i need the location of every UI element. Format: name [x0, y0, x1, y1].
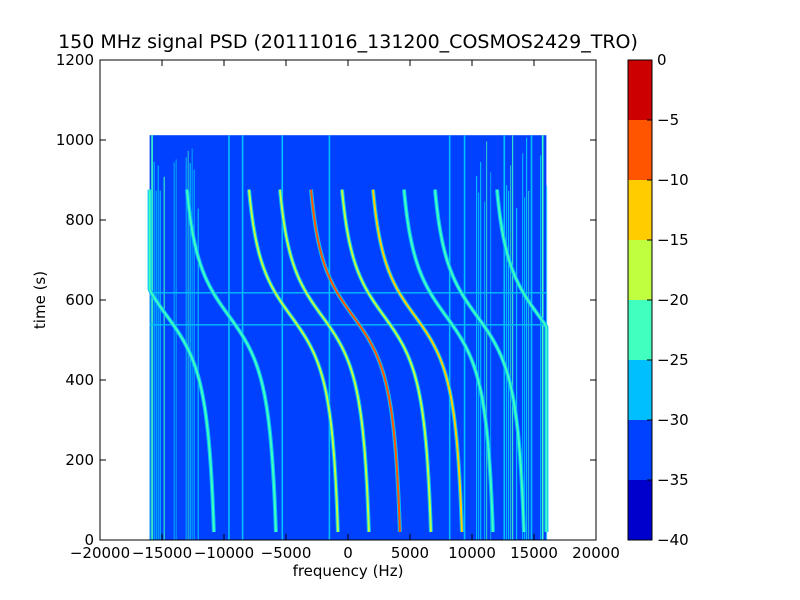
doppler-trace	[248, 189, 339, 533]
doppler-trace	[186, 189, 277, 533]
colorbar-segment	[628, 180, 652, 240]
y-tick-label: 800	[65, 211, 94, 229]
x-tick-label: 15000	[510, 544, 558, 562]
noise-streak	[486, 141, 488, 540]
x-tick-label: −10000	[194, 544, 254, 562]
noise-streak	[193, 169, 195, 540]
doppler-trace	[148, 189, 215, 533]
colorbar-tick-label: −5	[657, 111, 679, 129]
vertical-carrier-line	[541, 135, 544, 540]
x-tick-label: 5000	[391, 544, 429, 562]
noise-streak	[163, 176, 165, 540]
colorbar-segment	[628, 60, 652, 120]
noise-streak	[524, 197, 526, 540]
noise-streak	[480, 161, 482, 540]
colorbar-tick-label: −40	[657, 531, 689, 549]
y-tick-label: 600	[65, 291, 94, 309]
noise-streak	[159, 190, 161, 540]
spectrogram-heatmap	[147, 135, 549, 541]
noise-streak	[155, 190, 157, 541]
colorbar-segment	[628, 360, 652, 420]
doppler-trace	[310, 189, 401, 533]
y-axis-label: time (s)	[31, 271, 49, 329]
x-tick-label: −20000	[70, 544, 130, 562]
colorbar-tick-label: −10	[657, 171, 689, 189]
x-tick-label: −15000	[132, 544, 192, 562]
colorbar-tick-label: −25	[657, 351, 689, 369]
vertical-carrier-line	[463, 135, 466, 540]
noise-streak	[516, 208, 518, 540]
vertical-carrier-line	[503, 135, 506, 540]
colorbar: −40 −35 −30 −25 −20 −15 −10 −5 0	[627, 51, 689, 549]
y-axis-ticks: 0 200 400 600 800 1000 1200	[56, 51, 596, 549]
noise-streak	[149, 209, 151, 540]
noise-streak	[512, 135, 514, 540]
vertical-carrier-line	[328, 135, 331, 540]
noise-streak	[484, 201, 486, 540]
colorbar-segment	[628, 420, 652, 480]
colorbar-segment	[628, 480, 652, 540]
x-tick-label: 10000	[448, 544, 496, 562]
colorbar-tick-label: 0	[657, 51, 667, 69]
noise-streak	[508, 190, 510, 540]
doppler-trace	[434, 189, 525, 533]
chart-title: 150 MHz signal PSD (20111016_131200_COSM…	[58, 31, 638, 53]
x-tick-label: −5000	[261, 544, 312, 562]
vertical-carrier-line	[228, 135, 230, 540]
noise-streak	[191, 148, 193, 540]
doppler-trace	[372, 189, 463, 533]
noise-streak	[510, 165, 512, 540]
noise-streak	[173, 162, 175, 540]
vertical-carrier-line	[281, 135, 284, 540]
doppler-trace	[496, 189, 548, 532]
x-tick-label: 20000	[572, 544, 620, 562]
doppler-trace	[403, 189, 494, 533]
noise-streak	[490, 172, 492, 540]
colorbar-tick-label: −30	[657, 411, 689, 429]
horizontal-interference-line	[149, 292, 547, 294]
vertical-carrier-line	[530, 135, 533, 540]
y-tick-label: 0	[84, 531, 94, 549]
noise-streak	[478, 192, 480, 540]
y-tick-label: 1000	[56, 131, 94, 149]
x-tick-label: 0	[343, 544, 353, 562]
y-tick-label: 1200	[56, 51, 94, 69]
colorbar-segment	[628, 120, 652, 180]
colorbar-segment	[628, 240, 652, 300]
doppler-trace	[341, 189, 432, 533]
noise-streak	[526, 137, 528, 540]
noise-streak	[540, 155, 542, 540]
noise-streak	[528, 190, 530, 541]
colorbar-tick-label: −20	[657, 291, 689, 309]
vertical-carrier-line	[448, 135, 451, 540]
noise-streak	[476, 176, 478, 540]
vertical-carrier-line	[151, 135, 153, 540]
y-tick-label: 200	[65, 451, 94, 469]
doppler-trace	[279, 189, 370, 533]
horizontal-interference-line	[149, 324, 547, 326]
x-axis-label: frequency (Hz)	[293, 562, 404, 580]
noise-streak	[506, 185, 508, 540]
colorbar-tick-label: −15	[657, 231, 689, 249]
noise-streak	[153, 161, 155, 540]
noise-streak	[175, 159, 177, 540]
y-tick-label: 400	[65, 371, 94, 389]
noise-streak	[522, 153, 524, 540]
noise-streak	[157, 165, 159, 540]
colorbar-tick-label: −35	[657, 471, 689, 489]
colorbar-segment	[628, 300, 652, 360]
x-axis-ticks: −20000 −15000 −10000 −5000 0 5000 10000 15000 20…	[70, 60, 620, 562]
